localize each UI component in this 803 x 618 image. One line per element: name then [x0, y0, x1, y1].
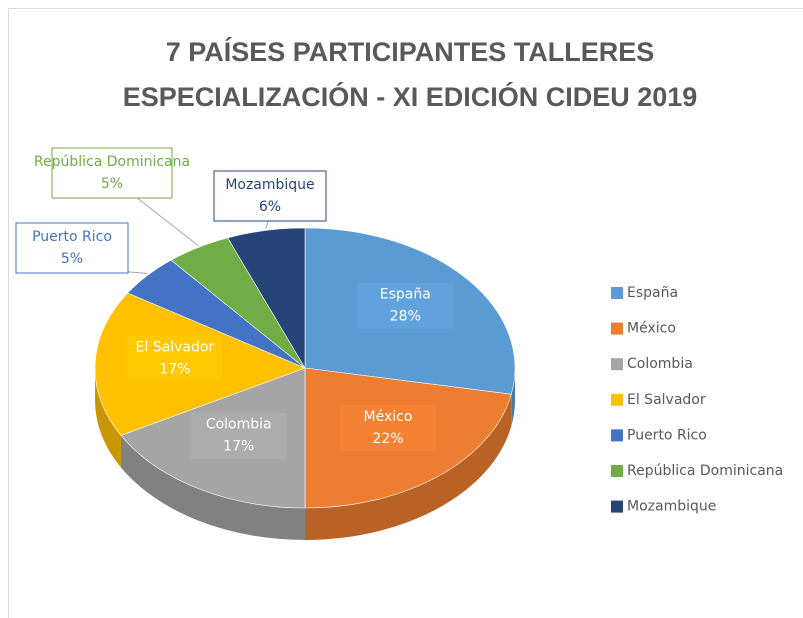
chart-title: 7 PAÍSES PARTICIPANTES TALLERES ESPECIAL…: [122, 37, 698, 112]
label-box: [51, 147, 173, 199]
slice-side: [305, 394, 512, 540]
legend-label: Mozambique: [627, 499, 716, 515]
data-label-name: Puerto Rico: [32, 229, 112, 245]
slice: [120, 367, 306, 509]
legend-label: República Dominicana: [627, 463, 783, 479]
data-label-name: Colombia: [206, 417, 272, 433]
slice-side: [120, 435, 306, 540]
legend-swatch: [611, 429, 623, 442]
label-box: [357, 282, 454, 329]
data-label-value: 17%: [159, 361, 190, 377]
label-box: [190, 412, 287, 459]
label-box: [213, 170, 327, 222]
data-label-value: 17%: [223, 439, 254, 455]
slice-side: [95, 368, 121, 468]
data-label-name: España: [380, 287, 431, 303]
slice: [227, 227, 306, 370]
label-box: [126, 335, 223, 382]
data-label-name: República Dominicana: [34, 154, 190, 170]
slice: [94, 292, 306, 436]
data-label-name: El Salvador: [136, 339, 215, 355]
legend-label: Colombia: [627, 356, 693, 372]
data-label-name: México: [364, 409, 413, 425]
data-label-value: 28%: [390, 309, 421, 325]
legend-swatch: [611, 500, 623, 513]
data-label-value: 22%: [372, 431, 403, 447]
legend-swatch: [611, 393, 623, 406]
legend-swatch: [611, 465, 623, 477]
chart-frame: [8, 8, 803, 618]
legend-swatch: [611, 358, 623, 371]
legend-label: México: [627, 321, 676, 337]
data-label-value: 5%: [101, 176, 123, 192]
leader-line: [131, 193, 199, 246]
legend-label: Puerto Rico: [627, 427, 707, 443]
label-box: [15, 222, 129, 274]
legend-swatch: [611, 322, 623, 335]
slice: [304, 227, 516, 395]
data-label-value: 5%: [61, 251, 83, 267]
legend-label: El Salvador: [627, 392, 706, 408]
legend-label: España: [627, 285, 678, 301]
label-box: [339, 404, 436, 451]
data-label-value: 6%: [259, 199, 281, 215]
slice: [304, 367, 512, 509]
legend-swatch: [611, 287, 623, 299]
data-label-name: Mozambique: [225, 177, 314, 193]
